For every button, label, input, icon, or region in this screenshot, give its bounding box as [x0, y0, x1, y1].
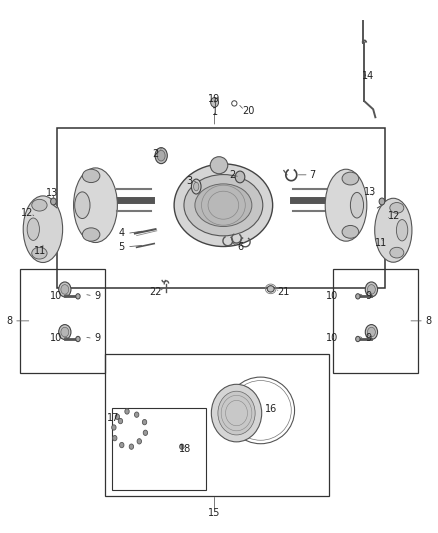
Ellipse shape	[120, 442, 124, 448]
Ellipse shape	[184, 175, 263, 236]
Ellipse shape	[195, 184, 252, 227]
Ellipse shape	[350, 192, 364, 218]
Bar	[333, 269, 418, 373]
Ellipse shape	[356, 336, 360, 342]
Text: 22: 22	[149, 287, 162, 297]
Ellipse shape	[396, 220, 408, 241]
Ellipse shape	[134, 412, 139, 417]
Text: 10: 10	[326, 334, 338, 343]
Ellipse shape	[32, 247, 47, 259]
Text: 4: 4	[119, 228, 125, 238]
Ellipse shape	[115, 414, 120, 419]
Ellipse shape	[74, 168, 117, 243]
Ellipse shape	[137, 439, 141, 444]
Ellipse shape	[365, 325, 378, 340]
Ellipse shape	[143, 430, 148, 435]
Ellipse shape	[342, 172, 359, 185]
Ellipse shape	[125, 409, 129, 414]
Ellipse shape	[267, 286, 274, 292]
Ellipse shape	[180, 444, 184, 449]
Ellipse shape	[194, 182, 199, 191]
Text: 8: 8	[7, 316, 13, 326]
Bar	[20, 269, 105, 373]
Text: 2: 2	[229, 170, 235, 180]
Text: 16: 16	[265, 404, 277, 414]
Text: 17: 17	[107, 414, 119, 423]
Ellipse shape	[235, 171, 245, 183]
Ellipse shape	[129, 444, 134, 449]
Ellipse shape	[61, 327, 69, 337]
Text: 9: 9	[94, 334, 100, 343]
Ellipse shape	[27, 218, 39, 240]
Ellipse shape	[23, 196, 63, 263]
Ellipse shape	[390, 247, 404, 258]
Ellipse shape	[365, 282, 378, 297]
Text: 20: 20	[243, 106, 255, 116]
Ellipse shape	[118, 418, 123, 424]
Text: 12: 12	[388, 211, 400, 221]
Text: 19: 19	[208, 94, 220, 103]
Text: 7: 7	[309, 170, 315, 180]
Text: 9: 9	[366, 291, 372, 301]
Ellipse shape	[325, 169, 367, 241]
Ellipse shape	[374, 198, 412, 262]
Text: 9: 9	[366, 334, 372, 343]
Ellipse shape	[61, 285, 69, 294]
Text: 10: 10	[50, 291, 62, 301]
Ellipse shape	[379, 198, 385, 205]
Ellipse shape	[342, 225, 359, 238]
Text: 13: 13	[46, 188, 58, 198]
Ellipse shape	[218, 391, 255, 435]
Text: 12: 12	[21, 208, 33, 218]
Ellipse shape	[157, 150, 165, 161]
Text: 5: 5	[119, 242, 125, 252]
Text: 18: 18	[179, 444, 191, 454]
Ellipse shape	[82, 228, 100, 241]
Text: 8: 8	[425, 316, 431, 326]
Text: 13: 13	[364, 187, 376, 197]
Ellipse shape	[76, 336, 80, 342]
Ellipse shape	[113, 435, 117, 441]
Bar	[112, 408, 206, 490]
Text: 1: 1	[212, 107, 218, 117]
Text: 10: 10	[326, 291, 338, 301]
Ellipse shape	[390, 203, 404, 213]
Text: 15: 15	[208, 508, 221, 518]
Ellipse shape	[367, 327, 375, 337]
Text: 2: 2	[152, 149, 159, 158]
Text: 11: 11	[375, 238, 387, 247]
Ellipse shape	[356, 294, 360, 299]
Text: 14: 14	[362, 71, 374, 80]
Ellipse shape	[210, 157, 228, 174]
Ellipse shape	[211, 98, 219, 107]
Ellipse shape	[142, 419, 147, 425]
Ellipse shape	[155, 148, 167, 164]
Ellipse shape	[59, 282, 71, 297]
Ellipse shape	[59, 325, 71, 340]
Ellipse shape	[74, 192, 90, 219]
Bar	[57, 128, 385, 288]
Ellipse shape	[82, 169, 100, 182]
Ellipse shape	[76, 294, 80, 299]
Text: 11: 11	[34, 246, 46, 255]
Ellipse shape	[211, 384, 261, 442]
Text: 10: 10	[50, 334, 62, 343]
Bar	[105, 354, 328, 496]
Text: 9: 9	[94, 291, 100, 301]
Text: 21: 21	[278, 287, 290, 297]
Ellipse shape	[112, 425, 116, 430]
Ellipse shape	[50, 198, 56, 205]
Ellipse shape	[32, 199, 47, 211]
Ellipse shape	[191, 179, 201, 194]
Ellipse shape	[174, 164, 272, 247]
Text: 6: 6	[237, 242, 243, 252]
Text: 3: 3	[186, 176, 192, 186]
Ellipse shape	[367, 285, 375, 294]
